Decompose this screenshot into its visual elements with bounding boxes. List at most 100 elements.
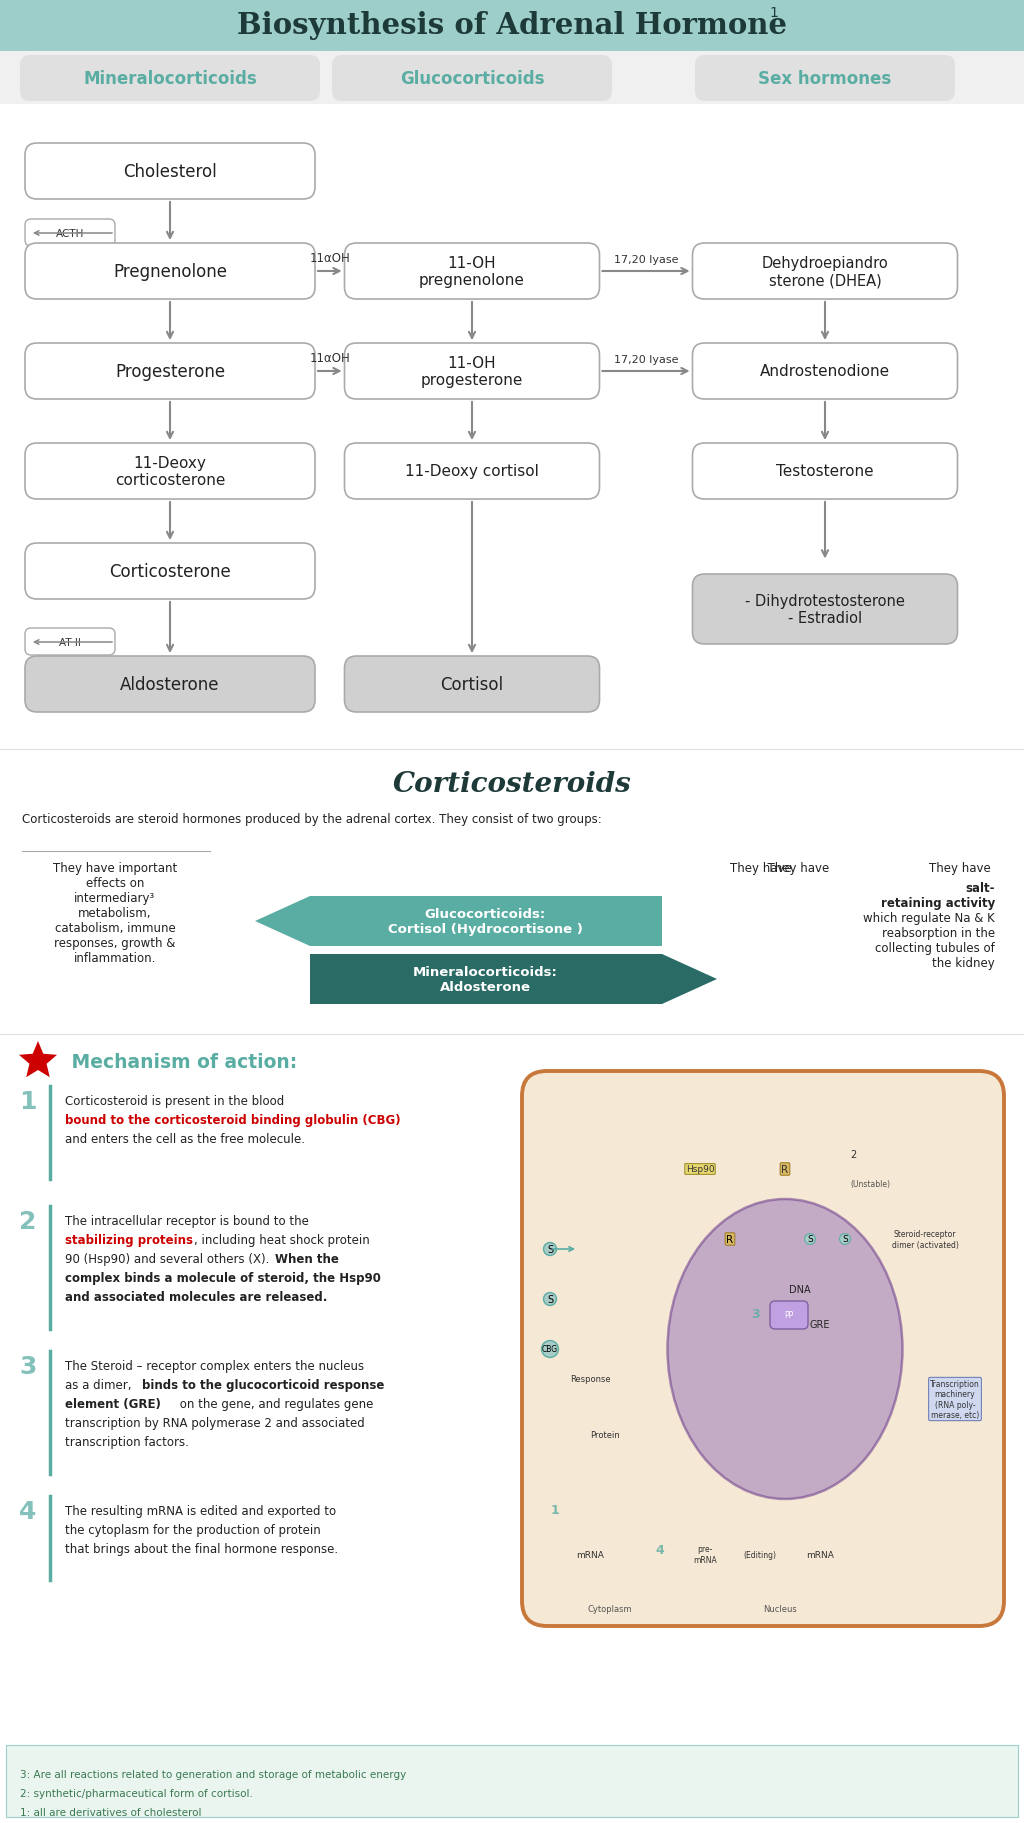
Text: the cytoplasm for the production of protein: the cytoplasm for the production of prot… <box>65 1524 321 1537</box>
Text: 1: 1 <box>770 5 778 20</box>
Text: bound to the corticosteroid binding globulin (CBG): bound to the corticosteroid binding glob… <box>65 1114 400 1127</box>
Text: The Steroid – receptor complex enters the nucleus: The Steroid – receptor complex enters th… <box>65 1360 365 1373</box>
FancyBboxPatch shape <box>25 221 115 246</box>
Text: ACTH: ACTH <box>56 230 84 239</box>
Text: S: S <box>547 1245 553 1254</box>
Text: 17,20 lyase: 17,20 lyase <box>613 255 678 264</box>
Text: Cortisol: Cortisol <box>440 676 504 693</box>
Text: mRNA: mRNA <box>806 1550 834 1559</box>
FancyBboxPatch shape <box>692 345 957 399</box>
Text: Glucocorticoids: Glucocorticoids <box>399 69 544 88</box>
Text: 11αOH: 11αOH <box>309 352 350 365</box>
FancyBboxPatch shape <box>20 57 319 102</box>
Text: Response: Response <box>569 1375 610 1384</box>
Text: 4: 4 <box>19 1499 37 1524</box>
Text: binds to the glucocorticoid response: binds to the glucocorticoid response <box>142 1378 384 1391</box>
Text: Cytoplasm: Cytoplasm <box>588 1604 632 1613</box>
Text: AT II: AT II <box>59 638 81 647</box>
Text: Sex hormones: Sex hormones <box>759 69 892 88</box>
FancyBboxPatch shape <box>332 57 612 102</box>
FancyBboxPatch shape <box>25 345 315 399</box>
Polygon shape <box>255 897 662 946</box>
FancyBboxPatch shape <box>25 629 115 656</box>
Text: CBG: CBG <box>542 1345 558 1354</box>
Text: Mechanism of action:: Mechanism of action: <box>65 1052 297 1070</box>
Text: Steroid-receptor
dimer (activated): Steroid-receptor dimer (activated) <box>892 1231 958 1249</box>
Text: S: S <box>842 1234 848 1243</box>
Text: Corticosteroids: Corticosteroids <box>392 771 632 798</box>
FancyBboxPatch shape <box>692 443 957 500</box>
Text: , including heat shock protein: , including heat shock protein <box>194 1234 370 1247</box>
Text: S: S <box>807 1234 813 1243</box>
Text: transcription factors.: transcription factors. <box>65 1435 188 1447</box>
Text: Cholesterol: Cholesterol <box>123 162 217 180</box>
Text: Corticosteroids are steroid hormones produced by the adrenal cortex. They consis: Corticosteroids are steroid hormones pro… <box>22 813 602 826</box>
FancyBboxPatch shape <box>25 443 315 500</box>
FancyBboxPatch shape <box>692 244 957 299</box>
Text: 2: 2 <box>19 1209 37 1234</box>
FancyBboxPatch shape <box>344 656 599 713</box>
Text: They have: They have <box>730 862 833 875</box>
Text: PP: PP <box>784 1311 794 1320</box>
Text: 1: 1 <box>19 1090 37 1114</box>
Text: (Editing): (Editing) <box>743 1550 776 1559</box>
Text: Corticosteroid is present in the blood: Corticosteroid is present in the blood <box>65 1094 288 1107</box>
Text: transcription by RNA polymerase 2 and associated: transcription by RNA polymerase 2 and as… <box>65 1416 365 1429</box>
Text: Mineralocorticoids:
Aldosterone: Mineralocorticoids: Aldosterone <box>413 966 557 994</box>
FancyBboxPatch shape <box>344 345 599 399</box>
FancyBboxPatch shape <box>522 1072 1004 1626</box>
Text: 90 (Hsp90) and several others (X).: 90 (Hsp90) and several others (X). <box>65 1252 273 1265</box>
Text: Mineralocorticoids: Mineralocorticoids <box>83 69 257 88</box>
FancyBboxPatch shape <box>25 656 315 713</box>
Text: (Unstable): (Unstable) <box>850 1179 890 1189</box>
Text: 17,20 lyase: 17,20 lyase <box>613 355 678 365</box>
Text: Protein: Protein <box>590 1429 620 1438</box>
Polygon shape <box>19 1041 57 1077</box>
Text: Corticosterone: Corticosterone <box>110 563 230 582</box>
Text: Aldosterone: Aldosterone <box>120 676 220 693</box>
Text: - Dihydrotestosterone
- Estradiol: - Dihydrotestosterone - Estradiol <box>745 594 905 625</box>
Text: They have important
effects on
intermediary³
metabolism,
catabolism, immune
resp: They have important effects on intermedi… <box>53 862 177 964</box>
Bar <box>6 1745 1018 1818</box>
Text: and associated molecules are released.: and associated molecules are released. <box>65 1291 328 1303</box>
Text: Glucocorticoids:
Cortisol (Hydrocortisone ): Glucocorticoids: Cortisol (Hydrocortison… <box>387 908 583 935</box>
Text: that brings about the final hormone response.: that brings about the final hormone resp… <box>65 1542 338 1555</box>
Text: GRE: GRE <box>810 1320 830 1329</box>
Text: They have: They have <box>930 862 995 875</box>
Text: 3: 3 <box>751 1307 760 1322</box>
FancyBboxPatch shape <box>692 574 957 645</box>
FancyBboxPatch shape <box>344 244 599 299</box>
Text: 11-OH
pregnenolone: 11-OH pregnenolone <box>419 255 525 288</box>
Text: They have: They have <box>730 862 796 875</box>
Text: Testosterone: Testosterone <box>776 465 873 479</box>
Text: 1: 1 <box>551 1502 559 1515</box>
Text: 1: all are derivatives of cholesterol: 1: all are derivatives of cholesterol <box>20 1807 202 1818</box>
Text: 4: 4 <box>655 1542 665 1555</box>
Text: as a dimer,: as a dimer, <box>65 1378 135 1391</box>
Text: 3: Are all reactions related to generation and storage of metabolic energy: 3: Are all reactions related to generati… <box>20 1768 407 1779</box>
Text: Biosynthesis of Adrenal Hormone: Biosynthesis of Adrenal Hormone <box>237 11 787 40</box>
Text: Androstenodione: Androstenodione <box>760 365 890 379</box>
Text: Transcription
machinery
(RNA poly-
merase, etc): Transcription machinery (RNA poly- meras… <box>930 1380 980 1420</box>
Text: 2: synthetic/pharmaceutical form of cortisol.: 2: synthetic/pharmaceutical form of cort… <box>20 1788 253 1797</box>
Text: Progesterone: Progesterone <box>115 363 225 381</box>
Polygon shape <box>310 955 717 1004</box>
FancyBboxPatch shape <box>25 144 315 201</box>
Text: The intracellular receptor is bound to the: The intracellular receptor is bound to t… <box>65 1214 309 1227</box>
FancyBboxPatch shape <box>344 443 599 500</box>
Text: element (GRE): element (GRE) <box>65 1396 161 1411</box>
Text: DNA: DNA <box>790 1283 811 1294</box>
Text: which regulate Na & K
reabsorption in the
collecting tubules of
the kidney: which regulate Na & K reabsorption in th… <box>863 912 995 970</box>
Text: salt-
retaining activity: salt- retaining activity <box>881 882 995 910</box>
Text: S: S <box>547 1294 553 1303</box>
Text: on the gene, and regulates gene: on the gene, and regulates gene <box>176 1396 374 1411</box>
Text: pre-
mRNA: pre- mRNA <box>693 1544 717 1564</box>
Text: mRNA: mRNA <box>577 1550 604 1559</box>
FancyBboxPatch shape <box>25 543 315 600</box>
Text: Hsp90: Hsp90 <box>686 1165 715 1174</box>
Text: Pregnenolone: Pregnenolone <box>113 263 227 281</box>
Text: The resulting mRNA is edited and exported to: The resulting mRNA is edited and exporte… <box>65 1504 336 1517</box>
Text: 11-Deoxy cortisol: 11-Deoxy cortisol <box>406 465 539 479</box>
Text: complex binds a molecule of steroid, the Hsp90: complex binds a molecule of steroid, the… <box>65 1271 381 1283</box>
FancyBboxPatch shape <box>695 57 955 102</box>
